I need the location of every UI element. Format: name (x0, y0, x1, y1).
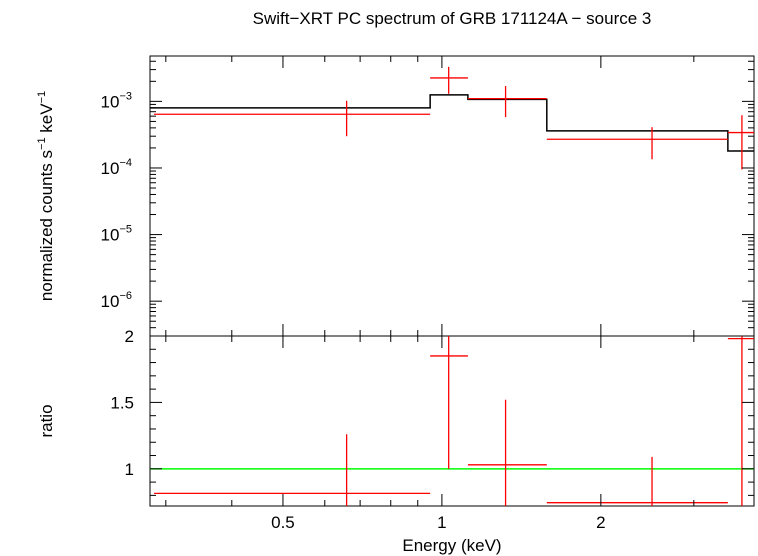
y-tick-label: 10−3 (101, 90, 132, 111)
spectrum-panel: 10−6 10−5 10−4 10−3 normalized counts s−1 k… (36, 55, 755, 337)
ratio-point-4 (546, 456, 728, 506)
y-tick-label: 1 (125, 460, 134, 479)
ratio-panel: 0.5 1 2 1 1.5 2 ratio Energy (keV) (37, 327, 755, 555)
ratio-point-3 (467, 399, 547, 506)
spectrum-point-5 (727, 115, 754, 170)
spectrum-point-1 (154, 100, 431, 137)
ratio-ticks: 0.5 1 2 1 1.5 2 (110, 327, 754, 532)
spectrum-frame (149, 55, 755, 337)
ratio-frame (149, 335, 755, 507)
spectrum-point-3 (467, 86, 547, 118)
x-tick-label: 1 (437, 513, 446, 532)
y-tick-label: 10−6 (101, 290, 132, 311)
chart-title: Swift−XRT PC spectrum of GRB 171124A − s… (253, 9, 652, 28)
spectrum-data (154, 66, 754, 170)
y-tick-label: 1.5 (110, 393, 134, 412)
x-tick-label: 0.5 (271, 513, 295, 532)
y-tick-label: 2 (125, 327, 134, 346)
ratio-point-5 (727, 336, 754, 506)
spectrum-y-label: normalized counts s−1 keV−1 (36, 91, 56, 301)
ratio-data (154, 336, 754, 506)
spectrum-model (150, 94, 754, 152)
x-tick-label: 2 (596, 513, 605, 532)
model-step-line (150, 94, 754, 152)
x-axis-label: Energy (keV) (402, 536, 501, 555)
ratio-point-2 (430, 336, 468, 469)
y-tick-label: 10−5 (101, 224, 132, 245)
y-tick-label: 10−4 (101, 157, 132, 178)
spectrum-ticks: 10−6 10−5 10−4 10−3 (101, 56, 754, 337)
spectrum-point-4 (546, 127, 728, 160)
ratio-point-1 (154, 434, 431, 506)
ratio-y-label: ratio (37, 404, 56, 437)
spectrum-point-2 (430, 66, 468, 94)
